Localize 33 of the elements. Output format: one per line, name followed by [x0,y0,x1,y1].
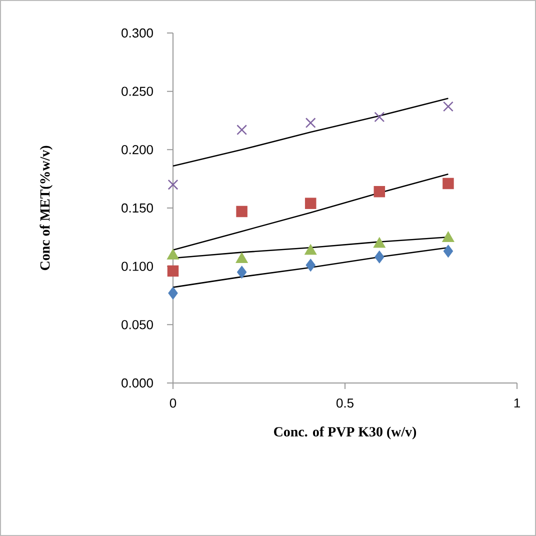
point [305,118,316,128]
point [236,124,248,136]
y-tick-label: 0.200 [122,145,153,154]
point [236,252,248,263]
point [237,266,247,278]
point [168,287,178,300]
point [442,232,454,242]
y-tick-label: 0.100 [122,262,153,271]
point [374,238,386,248]
x-tick-label: 1 [514,398,520,408]
y-tick-label: 0.250 [122,86,153,96]
y-axis-title: Conc of MET(%w/v) [40,146,53,270]
point [236,206,248,218]
y-tick-label: 0.050 [122,320,153,330]
y-tick-label: 0.000 [122,378,153,388]
y-tick-label: 0.150 [122,203,153,213]
point [306,259,316,272]
line-series [172,98,449,167]
point [168,179,178,190]
x-axis-title: Conc. of PVP K30 (w/v) [274,426,416,440]
point [167,265,179,277]
point [167,249,179,260]
y-tick-label: 0.300 [122,28,153,38]
x-tick-label: 0 [170,398,176,408]
point [443,245,453,258]
x-tick-label: 0.5 [336,398,354,408]
point [304,198,316,209]
point [442,101,454,112]
point [374,250,384,264]
point [374,186,386,198]
point [374,112,385,122]
point [304,244,316,255]
point [442,178,454,190]
